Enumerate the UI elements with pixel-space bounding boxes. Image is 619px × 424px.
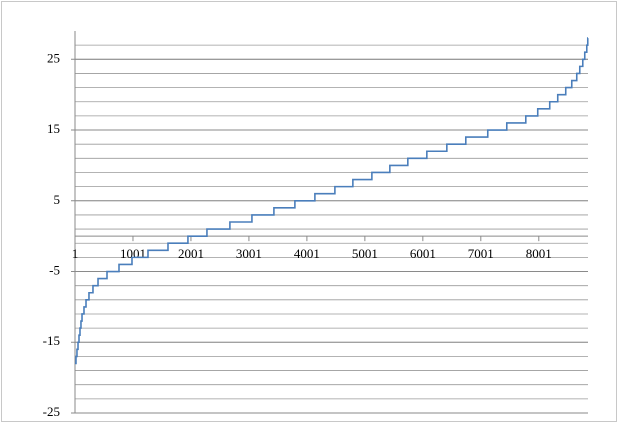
x-tick-label: 8001 [526,246,552,261]
x-tick-label: 1001 [120,246,146,261]
y-tick-label: -15 [43,333,60,348]
x-tick-label: 3001 [236,246,262,261]
x-tick-label: 4001 [294,246,320,261]
x-tick-label: 1 [72,246,79,261]
x-tick-label: 5001 [352,246,378,261]
x-tick-label: 2001 [178,246,204,261]
step-line [75,37,589,365]
y-tick-label: -5 [49,263,60,278]
x-tick-label: 6001 [410,246,436,261]
y-tick-label: 25 [47,50,60,65]
y-tick-label: 15 [47,121,60,136]
x-tick-label: 7001 [468,246,494,261]
y-tick-label: -25 [43,404,60,419]
y-tick-label: 5 [54,192,61,207]
